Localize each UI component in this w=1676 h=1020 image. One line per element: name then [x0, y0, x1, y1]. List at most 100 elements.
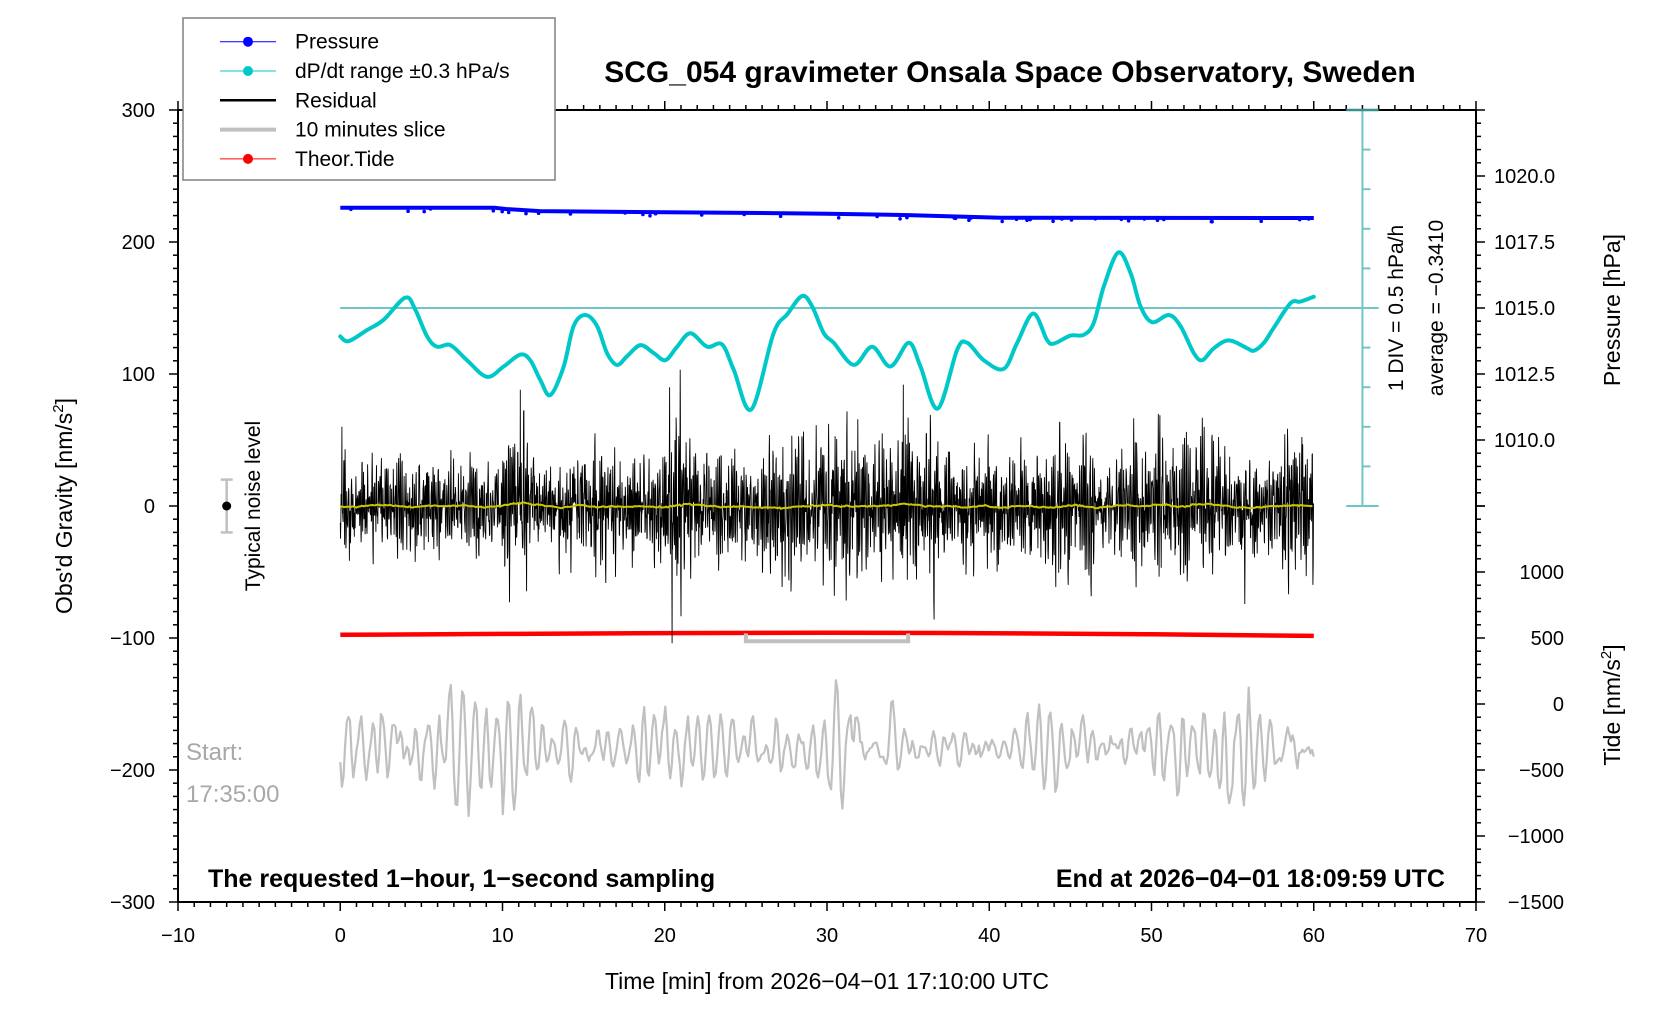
- pressure-point: [1069, 218, 1074, 222]
- x-tick-label: 40: [978, 925, 1000, 947]
- y-axis-left-title-main: Obs'd Gravity [nm/s: [51, 413, 77, 614]
- pressure-point: [1060, 217, 1064, 221]
- y-tide-tick-label: −1500: [1508, 892, 1564, 914]
- y-axis-tide-title-main: Tide [nm/s: [1599, 659, 1625, 766]
- pressure-point: [836, 216, 841, 220]
- x-axis-title: Time [min] from 2026−04−01 17:10:00 UTC: [605, 968, 1049, 994]
- x-tick-label: 20: [654, 925, 676, 947]
- pressure-point: [1142, 217, 1147, 221]
- y-axis-tide-title-sup: 2: [1598, 651, 1615, 659]
- pressure-point: [1297, 217, 1302, 222]
- legend-marker: [243, 36, 253, 47]
- x-tick-label: 50: [1140, 925, 1162, 947]
- y-left-tick-label: 200: [122, 232, 155, 254]
- pressure-point: [500, 209, 505, 214]
- pressure-point: [524, 211, 528, 216]
- pressure-point: [1000, 219, 1004, 224]
- legend-item: 10 minutes slice: [220, 119, 446, 142]
- pressure-point: [568, 212, 573, 216]
- pressure-point: [699, 213, 704, 217]
- legend-item: Residual: [220, 89, 377, 112]
- pressure-point: [1155, 218, 1160, 223]
- slice-window-bracket: [743, 633, 911, 644]
- end-time-note: End at 2026−04−01 18:09:59 UTC: [1056, 865, 1445, 893]
- y-left-tick-label: 300: [122, 100, 155, 122]
- pressure-point: [898, 217, 902, 221]
- dpdt-line: [338, 250, 1316, 412]
- y-tide-tick-label: −1000: [1508, 826, 1564, 848]
- y-tide-tick-label: 1000: [1520, 562, 1565, 584]
- pressure-point: [905, 215, 909, 220]
- pressure-line: [340, 205, 1314, 220]
- pressure-point: [952, 216, 956, 220]
- pressure-point: [641, 212, 645, 217]
- legend-item: Theor.Tide: [220, 148, 395, 171]
- legend-label: dP/dt range ±0.3 hPa/s: [295, 60, 510, 83]
- y-tide-tick-label: 0: [1553, 694, 1564, 716]
- pressure-point: [653, 211, 658, 216]
- series-layer: [220, 110, 1379, 818]
- y-axis-pressure-title: Pressure [hPa]: [1599, 234, 1625, 386]
- y-pressure-tick-label: 1012.5: [1494, 364, 1555, 386]
- pressure-point: [1014, 217, 1019, 222]
- noise-level-label: Typical noise level: [242, 421, 265, 591]
- pressure-point: [1126, 219, 1131, 223]
- pressure-point: [491, 209, 496, 213]
- y-left-tick-label: 0: [144, 496, 155, 518]
- pressure-point: [648, 214, 652, 218]
- legend-item: Pressure: [220, 31, 379, 54]
- legend-label: Theor.Tide: [295, 148, 395, 171]
- y-left-tick-label: −100: [110, 628, 155, 650]
- axes-layer: −10 0 10 20 30 40 50 60 703002001000−100−200−300…: [110, 100, 1564, 947]
- pressure-point: [422, 209, 427, 214]
- y-pressure-tick-label: 1020.0: [1494, 166, 1555, 188]
- pressure-point: [742, 212, 746, 217]
- start-label: Start:: [186, 739, 243, 766]
- noise-level-point: [222, 501, 232, 511]
- y-axis-tide-title-end: ]: [1599, 644, 1625, 650]
- pressure-point: [969, 216, 973, 220]
- theor-tide-line: [340, 630, 1314, 639]
- start-time: 17:35:00: [186, 781, 279, 808]
- x-tick-label: 10: [491, 925, 513, 947]
- residual-smoothed-line: [339, 501, 1313, 511]
- pressure-point: [1210, 219, 1214, 224]
- legend-label: Residual: [295, 89, 377, 112]
- y-tide-tick-label: 500: [1531, 628, 1564, 650]
- x-tick-label: 0: [335, 925, 346, 947]
- sampling-note: The requested 1−hour, 1−second sampling: [208, 865, 715, 893]
- x-tick-label: −10: [161, 925, 195, 947]
- x-tick-label: 60: [1303, 925, 1325, 947]
- pressure-point: [349, 207, 353, 212]
- legend-marker: [243, 66, 253, 76]
- y-left-tick-label: −200: [110, 760, 155, 782]
- y-left-tick-label: −300: [110, 892, 155, 914]
- pressure-point: [875, 214, 879, 219]
- pressure-point: [1025, 218, 1029, 222]
- y-tide-tick-label: −500: [1519, 760, 1564, 782]
- pressure-point: [1259, 219, 1263, 223]
- average-annotation: average = −0.3410: [1425, 220, 1448, 396]
- pressure-point: [1093, 217, 1098, 221]
- y-pressure-tick-label: 1017.5: [1494, 232, 1555, 254]
- y-axis-left-title-end: ]: [51, 398, 77, 404]
- y-pressure-tick-label: 1015.0: [1494, 298, 1555, 320]
- pressure-point: [1119, 217, 1124, 222]
- pressure-point: [778, 214, 783, 218]
- legend-label: 10 minutes slice: [295, 119, 446, 142]
- y-axis-left-title-sup: 2: [50, 404, 67, 412]
- pressure-point: [406, 209, 410, 213]
- y-axis-tide-title: Tide [nm/s2]: [1598, 644, 1625, 765]
- pressure-point: [506, 210, 511, 215]
- y-pressure-tick-label: 1010.0: [1494, 430, 1555, 452]
- slice-line: [339, 679, 1315, 818]
- div-scale-annotation: 1 DIV = 0.5 hPa/h: [1385, 225, 1408, 391]
- y-axis-left-title: Obs'd Gravity [nm/s2]: [50, 398, 77, 614]
- legend-label: Pressure: [295, 31, 379, 54]
- legend-marker: [243, 153, 253, 164]
- pressure-point: [428, 207, 433, 211]
- pressure-point: [623, 211, 627, 215]
- pressure-point: [1306, 217, 1311, 221]
